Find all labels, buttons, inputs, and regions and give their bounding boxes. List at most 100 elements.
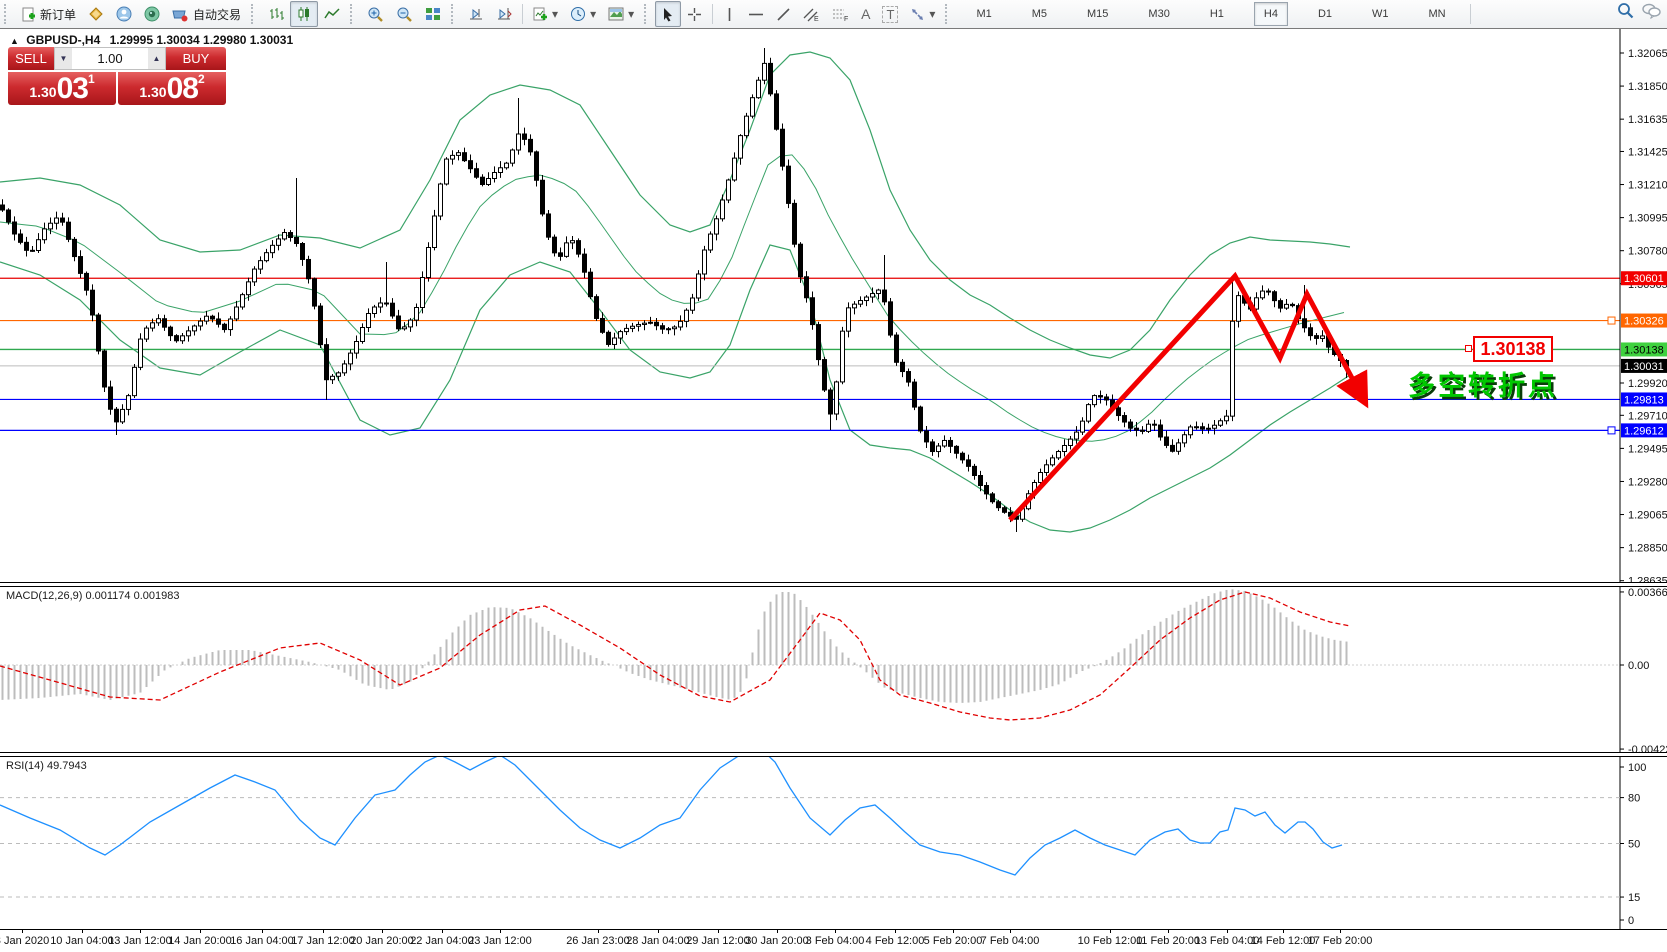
broadcast-icon	[144, 6, 160, 22]
timeframe-w1[interactable]: W1	[1372, 8, 1389, 20]
crosshair-tool-button[interactable]	[681, 1, 708, 27]
rsi-chart-canvas[interactable]: 100 80 50 15 0	[0, 757, 1667, 929]
hline-handle[interactable]	[1607, 426, 1616, 435]
chart-shift-icon	[498, 8, 512, 20]
broadcast-button[interactable]	[138, 1, 166, 27]
svg-text:F: F	[844, 16, 848, 22]
price-tick-label: 1.31850	[1628, 81, 1667, 93]
price-axis[interactable]: 1.32065 1.31850 1.31635 1.31425 1.31210 1.309…	[1619, 29, 1667, 582]
chart-shift-button[interactable]	[490, 1, 518, 27]
period-button[interactable]: ▾	[564, 1, 602, 27]
macd-chart-canvas[interactable]: 0.003667 0.00 -0.00422	[0, 587, 1667, 752]
price-callout-handle[interactable]	[1465, 345, 1472, 352]
price-callout-box[interactable]: 1.30138	[1473, 336, 1553, 362]
panel-divider[interactable]	[0, 752, 1667, 757]
text-tool[interactable]: A	[855, 1, 876, 27]
macd-histogram	[1, 589, 1348, 703]
price-chart-canvas[interactable]: 1.32065 1.31850 1.31635 1.31425 1.31210 1.309…	[0, 29, 1667, 582]
zoom-out-button[interactable]	[390, 1, 419, 27]
rsi-line	[0, 757, 1343, 876]
cursor-icon	[664, 7, 673, 21]
time-axis-label: 30 Jan 20:00	[745, 935, 809, 947]
timeframe-mn[interactable]: MN	[1428, 8, 1446, 20]
new-order-label: 新订单	[40, 7, 77, 22]
rsi-axis[interactable]: 100 80 50 15 0	[0, 757, 1646, 929]
time-axis-label: 17 Feb 20:00	[1307, 935, 1373, 947]
cursor-tool-button[interactable]	[655, 1, 682, 27]
panel-divider[interactable]	[0, 582, 1667, 587]
profile-button[interactable]	[110, 1, 138, 27]
price-tick-label: 1.29710	[1628, 410, 1667, 422]
price-tick-label: 1.29065	[1628, 510, 1667, 522]
vertical-line-tool[interactable]	[717, 1, 742, 27]
macd-signal-line	[0, 591, 1351, 721]
timeframe-h1[interactable]: H1	[1209, 8, 1224, 20]
clock-icon	[571, 7, 586, 21]
bar-chart-button[interactable]	[262, 1, 290, 27]
macd-axis[interactable]: 0.003667 0.00 -0.00422	[1619, 587, 1667, 752]
collapse-triangle-icon[interactable]: ▲	[10, 36, 19, 46]
text-label-tool[interactable]: T	[876, 1, 904, 27]
search-icon[interactable]	[1617, 2, 1634, 19]
vertical-line-icon	[728, 7, 731, 21]
new-order-button[interactable]: 新订单	[15, 1, 82, 27]
time-axis-label: 7 Feb 04:00	[980, 935, 1040, 947]
line-chart-icon	[324, 8, 340, 19]
sell-price-point: 1	[87, 72, 95, 86]
indicators-button[interactable]: ▾	[527, 1, 564, 27]
channel-tool[interactable]: E	[797, 1, 826, 27]
time-axis[interactable]: 8 Jan 2020 10 Jan 04:00 13 Jan 12:00 14 Jan…	[0, 929, 1667, 952]
line-chart-button[interactable]	[318, 1, 346, 27]
zoom-in-button[interactable]	[361, 1, 390, 27]
time-axis-label: 20 Jan 20:00	[350, 935, 414, 947]
sell-button[interactable]: SELL	[8, 47, 54, 70]
time-axis-label: 13 Jan 12:00	[108, 935, 172, 947]
buy-button[interactable]: BUY	[166, 47, 226, 70]
profile-icon	[116, 6, 132, 22]
toolbar-grip[interactable]	[350, 4, 357, 24]
chat-icon[interactable]	[1642, 3, 1661, 19]
toolbar-grip[interactable]	[451, 4, 458, 24]
sell-price-pips: 03	[56, 72, 89, 105]
dropdown-caret-icon: ▾	[628, 7, 635, 21]
timeframe-d1[interactable]: D1	[1317, 8, 1333, 20]
buy-price-button[interactable]: 1.30 08 2	[118, 72, 226, 105]
auto-trading-button[interactable]: 自动交易	[166, 1, 247, 27]
auto-scroll-button[interactable]	[462, 1, 490, 27]
volume-input[interactable]	[72, 48, 148, 69]
timeframe-m1[interactable]: M1	[976, 8, 992, 20]
toolbar-grip[interactable]	[251, 4, 258, 24]
timeframe-h4[interactable]: H4	[1253, 2, 1288, 26]
rsi-axis-label: 50	[1628, 839, 1640, 851]
volume-decrease-button[interactable]: ▼	[55, 48, 72, 69]
chart-symbol-label: GBPUSD-,H4	[26, 33, 101, 47]
candlesticks	[0, 48, 1349, 532]
time-axis-label: 23 Jan 12:00	[468, 935, 532, 947]
trendline-tool[interactable]	[770, 1, 797, 27]
toolbar-grip[interactable]	[644, 4, 651, 24]
horizontal-line-tool[interactable]	[742, 1, 770, 27]
timeframe-m5[interactable]: M5	[1031, 8, 1048, 20]
arrows-tool[interactable]: ▾	[904, 1, 941, 27]
tile-windows-button[interactable]	[419, 1, 447, 27]
red-zigzag-line[interactable]	[1008, 271, 1369, 522]
toolbar-grip[interactable]	[945, 4, 952, 24]
template-button[interactable]: ▾	[602, 1, 640, 27]
label-tool-icon: T	[882, 5, 899, 23]
time-axis-label: 10 Feb 12:00	[1077, 935, 1143, 947]
chart-title: ▲ GBPUSD-,H4 1.29995 1.30034 1.29980 1.3…	[10, 33, 293, 47]
volume-increase-button[interactable]: ▲	[148, 48, 165, 69]
candlestick-chart-button[interactable]	[290, 1, 319, 27]
sell-price-button[interactable]: 1.30 03 1	[8, 72, 116, 105]
toolbar-grip[interactable]	[4, 4, 11, 24]
auto-trading-icon	[172, 10, 188, 21]
price-tick-label: 1.30995	[1628, 213, 1667, 225]
styles-button[interactable]	[82, 1, 110, 27]
fibonacci-tool[interactable]: F	[826, 1, 855, 27]
horizontal-line-icon	[749, 13, 764, 15]
timeframe-m15[interactable]: M15	[1087, 8, 1109, 20]
template-icon	[608, 7, 624, 21]
hline-handle[interactable]	[1607, 316, 1616, 325]
trend-annotation[interactable]	[1008, 271, 1369, 582]
timeframe-m30[interactable]: M30	[1148, 8, 1170, 20]
